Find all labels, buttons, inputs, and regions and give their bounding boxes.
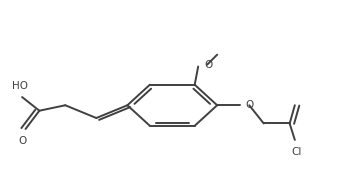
Text: HO: HO <box>13 81 29 91</box>
Text: O: O <box>246 100 254 110</box>
Text: Cl: Cl <box>291 147 302 157</box>
Text: O: O <box>204 60 213 70</box>
Text: O: O <box>19 136 27 146</box>
